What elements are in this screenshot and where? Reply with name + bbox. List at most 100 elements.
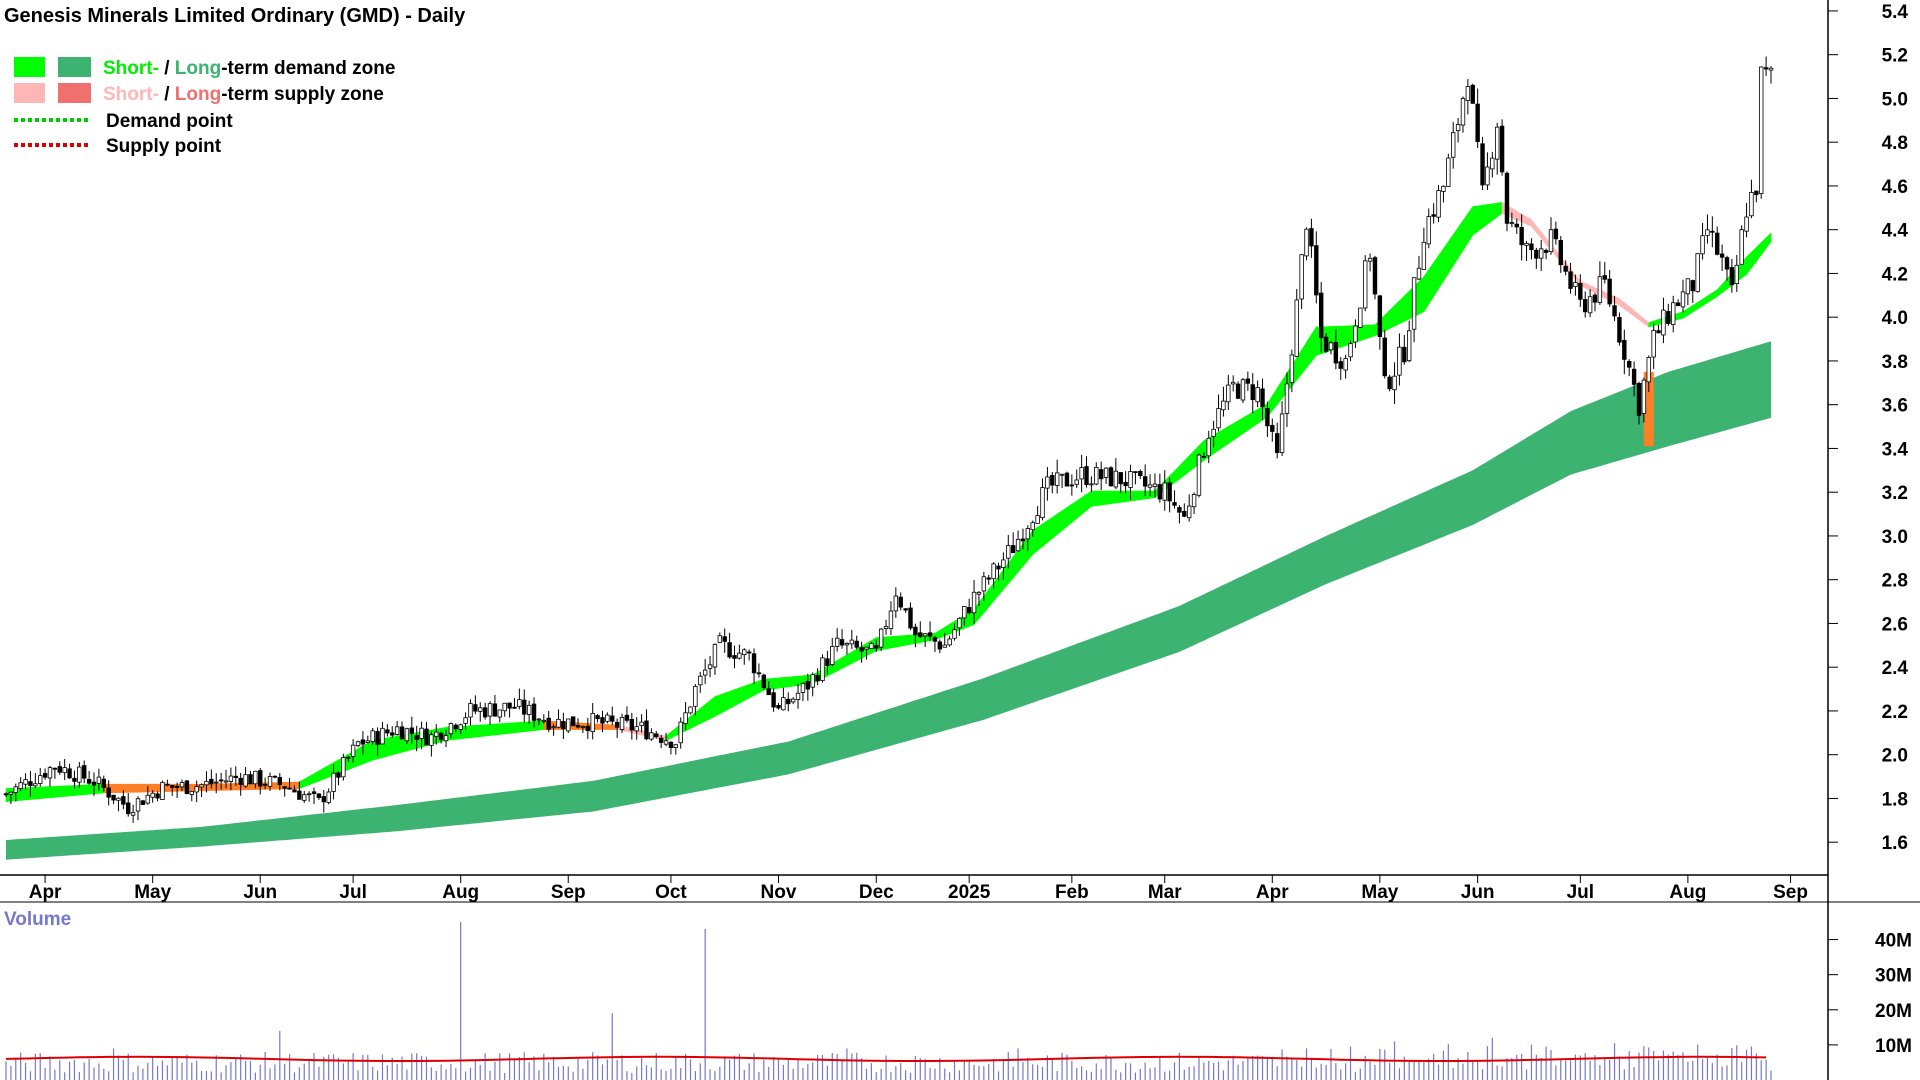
- candle-up: [1421, 241, 1427, 270]
- short-term-zone-segment: [1423, 268, 1430, 313]
- candle-up: [1103, 467, 1109, 478]
- price-tick-label: 2.2: [1882, 702, 1908, 723]
- short-term-zone-segment: [846, 651, 853, 667]
- legend-supply-zone: Short- / Long-term supply zone: [103, 84, 384, 105]
- candle-up: [888, 610, 894, 630]
- candle-down: [82, 765, 87, 779]
- candle-up: [893, 595, 899, 612]
- candle-up: [541, 719, 547, 722]
- candle-up: [800, 682, 806, 693]
- short-term-zone-segment: [152, 783, 158, 793]
- long-term-zone-band: [6, 341, 1771, 860]
- price-tick-label: 4.2: [1882, 264, 1908, 285]
- candle-down: [1182, 510, 1187, 517]
- short-term-zone-segment: [514, 722, 520, 734]
- short-term-zone-segment: [1472, 205, 1478, 236]
- short-term-zone-segment: [1032, 526, 1038, 556]
- short-term-zone-segment: [1144, 490, 1151, 500]
- short-term-zone-segment: [748, 682, 755, 699]
- candle-down: [727, 642, 732, 658]
- legend-demand-zone: Short- / Long-term demand zone: [103, 58, 395, 79]
- candle-up: [1040, 487, 1045, 519]
- candle-up: [1343, 358, 1348, 371]
- candle-down: [101, 778, 106, 788]
- candle-up: [1646, 357, 1651, 383]
- candle-up: [1768, 67, 1774, 71]
- short-term-zone-segment: [504, 722, 510, 735]
- candle-up: [1299, 254, 1304, 300]
- short-term-zone-segment: [1100, 490, 1107, 506]
- volume-axis: 10M 20M 30M 40M: [1828, 931, 1912, 1057]
- short-term-zone-segment: [494, 723, 501, 736]
- short-term-zone-segment: [1076, 497, 1082, 520]
- candle-down: [1710, 230, 1715, 233]
- short-term-zone-segment: [387, 736, 393, 757]
- candle-up: [580, 726, 586, 728]
- candle-up: [1734, 264, 1739, 284]
- short-term-zone-segment: [1364, 324, 1371, 340]
- candle-up: [1685, 278, 1691, 295]
- candle-up: [1015, 538, 1021, 552]
- candle-down: [966, 607, 972, 614]
- candle-down: [1514, 223, 1519, 228]
- candle-up: [1641, 379, 1647, 414]
- candle-up: [1460, 98, 1466, 126]
- volume-tick-label: 10M: [1875, 1036, 1912, 1057]
- candle-up: [1191, 493, 1197, 508]
- candle-up: [683, 712, 688, 725]
- candle-down: [629, 719, 635, 731]
- short-term-zone-segment: [739, 685, 745, 704]
- candle-up: [1597, 276, 1603, 303]
- candle-up: [1074, 479, 1079, 485]
- candle-down: [42, 773, 48, 778]
- short-term-zone-segment: [49, 786, 56, 799]
- price-tick-label: 3.8: [1882, 352, 1908, 373]
- candle-down: [903, 608, 908, 611]
- volume-bars: [5, 922, 1772, 1080]
- candle-down: [126, 802, 131, 815]
- candle-up: [742, 649, 747, 656]
- short-term-zone-segment: [787, 676, 794, 688]
- volume-average-line: [5, 1055, 1767, 1062]
- candle-up: [619, 716, 625, 730]
- short-term-zone-segment: [83, 784, 90, 796]
- price-tick-label: 1.8: [1882, 789, 1908, 810]
- short-term-zone-segment: [519, 721, 525, 733]
- short-term-zone-segment: [719, 692, 726, 715]
- price-tick-label: 4.8: [1882, 133, 1908, 154]
- candle-up: [179, 782, 185, 788]
- volume-tick-label: 20M: [1875, 1001, 1912, 1022]
- short-term-zone-segment: [895, 635, 902, 648]
- short-term-zone-segment: [1125, 490, 1131, 503]
- candle-down: [336, 772, 341, 778]
- candle-down: [1314, 245, 1319, 296]
- candle-down: [1338, 361, 1343, 369]
- price-tick-label: 2.4: [1882, 658, 1909, 679]
- candle-up: [1524, 243, 1529, 246]
- candle-up: [551, 726, 556, 729]
- candle-up: [1441, 185, 1446, 192]
- candle-down: [585, 725, 591, 732]
- volume-tick-label: 40M: [1875, 931, 1912, 952]
- candle-up: [204, 780, 209, 786]
- candle-up: [981, 576, 987, 592]
- candle-up: [1406, 330, 1412, 362]
- candle-down: [482, 707, 488, 718]
- candle-down: [292, 789, 297, 793]
- candle-up: [365, 740, 371, 743]
- candle-down: [658, 737, 664, 743]
- candle-down: [1675, 302, 1681, 307]
- candle-up: [1739, 229, 1744, 265]
- candle-down: [52, 767, 58, 770]
- short-term-zone-segment: [1120, 490, 1126, 503]
- candle-down: [1177, 507, 1182, 513]
- candle-up: [869, 643, 874, 650]
- candle-up: [429, 734, 434, 746]
- short-term-zone-segment: [1227, 423, 1234, 445]
- candle-down: [1309, 228, 1314, 247]
- candle-up: [1509, 222, 1515, 224]
- short-term-zone-segment: [25, 787, 31, 801]
- short-term-zone-segment: [39, 786, 46, 799]
- candle-down: [908, 607, 913, 629]
- candle-up: [971, 591, 977, 614]
